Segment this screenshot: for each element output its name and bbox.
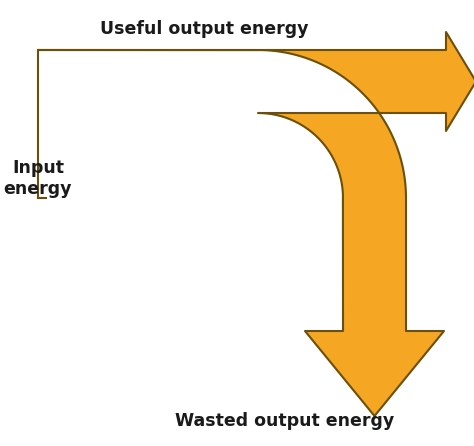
Text: Useful output energy: Useful output energy: [100, 20, 308, 38]
Polygon shape: [38, 32, 474, 416]
Text: Wasted output energy: Wasted output energy: [175, 413, 394, 430]
Text: Input
energy: Input energy: [4, 159, 72, 198]
